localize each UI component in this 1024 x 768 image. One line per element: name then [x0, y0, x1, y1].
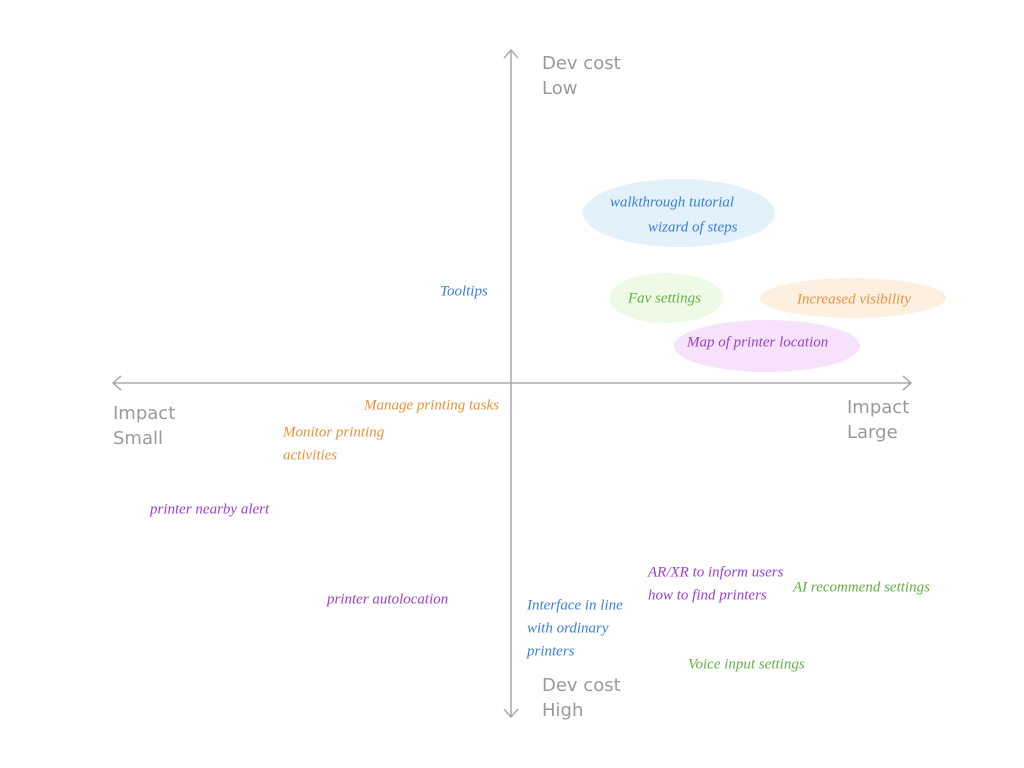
item-text: Voice input settings	[688, 656, 805, 672]
axis-label: Impact	[847, 397, 909, 418]
highlight	[583, 179, 775, 247]
axis-label: Low	[542, 78, 577, 99]
axis-label: High	[542, 700, 583, 721]
item-text: printer autolocation	[326, 591, 448, 607]
axis-label: Dev cost	[542, 53, 621, 74]
highlight	[609, 273, 723, 323]
item-text: Map of printer location	[686, 334, 828, 350]
item-text: AR/XR to inform users	[647, 564, 784, 580]
item-text: Manage printing tasks	[363, 397, 499, 413]
item-text: Monitor printing	[282, 424, 385, 440]
item-text: wizard of steps	[648, 219, 738, 235]
axis-label: Impact	[113, 403, 175, 424]
item-text: Tooltips	[440, 283, 488, 299]
highlight	[760, 278, 946, 318]
item-text: printers	[526, 643, 575, 659]
item-text: with ordinary	[527, 620, 609, 636]
item-text: AI recommend settings	[792, 579, 930, 595]
item-text: Interface in line	[526, 597, 623, 613]
item-text: Fav settings	[627, 290, 701, 306]
horizontal-axis	[111, 375, 913, 391]
item-text: Increased visibility	[796, 291, 911, 307]
item-text: activities	[283, 447, 337, 463]
highlight	[674, 320, 860, 372]
axis-label: Large	[847, 422, 898, 443]
axis-label: Dev cost	[542, 675, 621, 696]
item-text: printer nearby alert	[149, 501, 270, 517]
axis-label: Small	[113, 428, 163, 449]
item-text: walkthrough tutorial	[610, 194, 734, 210]
item-text: how to find printers	[648, 587, 767, 603]
